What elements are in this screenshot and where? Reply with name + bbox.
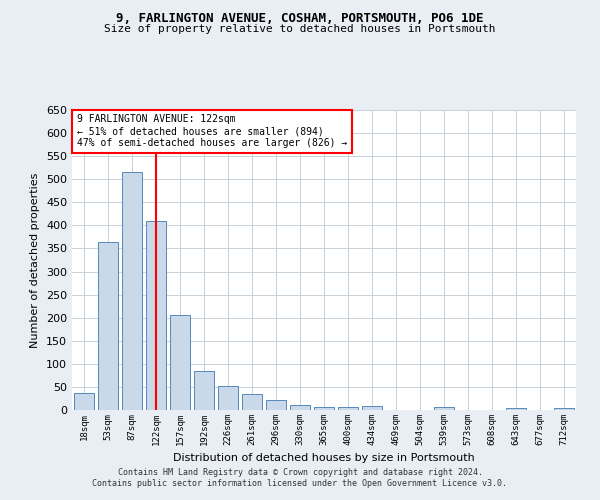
Bar: [338, 407, 358, 410]
X-axis label: Distribution of detached houses by size in Portsmouth: Distribution of detached houses by size …: [173, 454, 475, 464]
Bar: [554, 408, 574, 410]
Y-axis label: Number of detached properties: Number of detached properties: [31, 172, 40, 348]
Bar: [98, 242, 118, 410]
Bar: [434, 407, 454, 410]
Bar: [194, 371, 214, 410]
Bar: [290, 406, 310, 410]
Bar: [506, 408, 526, 410]
Bar: [362, 406, 382, 410]
Bar: [170, 316, 190, 410]
Text: Size of property relative to detached houses in Portsmouth: Size of property relative to detached ho…: [104, 24, 496, 34]
Text: 9, FARLINGTON AVENUE, COSHAM, PORTSMOUTH, PO6 1DE: 9, FARLINGTON AVENUE, COSHAM, PORTSMOUTH…: [116, 12, 484, 26]
Bar: [74, 393, 94, 410]
Text: 9 FARLINGTON AVENUE: 122sqm
← 51% of detached houses are smaller (894)
47% of se: 9 FARLINGTON AVENUE: 122sqm ← 51% of det…: [77, 114, 347, 148]
Bar: [146, 221, 166, 410]
Text: Contains HM Land Registry data © Crown copyright and database right 2024.
Contai: Contains HM Land Registry data © Crown c…: [92, 468, 508, 487]
Bar: [122, 172, 142, 410]
Bar: [218, 386, 238, 410]
Bar: [266, 400, 286, 410]
Bar: [242, 394, 262, 410]
Bar: [314, 407, 334, 410]
